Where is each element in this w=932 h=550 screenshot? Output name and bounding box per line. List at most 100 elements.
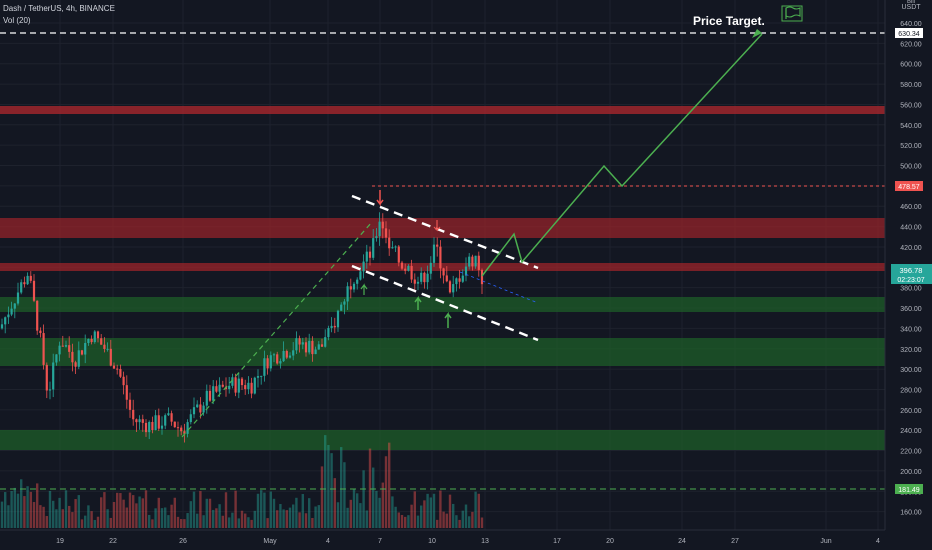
candle-body: [272, 354, 276, 356]
volume-bar: [39, 505, 42, 528]
volume-bar: [439, 490, 442, 528]
candle-body: [352, 283, 356, 290]
y-tick-label: 440.00: [900, 225, 922, 232]
support-price-badge: [895, 484, 923, 494]
candle-body: [0, 324, 4, 329]
resistance-price-badge: [895, 181, 923, 191]
candle-body: [10, 308, 13, 315]
volume-bar: [167, 515, 170, 528]
volume-bar: [170, 504, 173, 528]
volume-bar: [308, 498, 311, 528]
signal-arrows: [360, 190, 452, 328]
y-tick-label: 640.00: [900, 21, 922, 28]
volume-bar: [186, 513, 189, 528]
candle-body: [404, 268, 407, 271]
candle-body: [170, 413, 173, 422]
candle-body: [231, 377, 234, 386]
candle-body: [151, 421, 154, 430]
volume-bar: [90, 511, 93, 528]
candle-body: [356, 279, 359, 284]
volume-bar: [317, 505, 320, 528]
resistance-zone-550: [0, 106, 885, 114]
candle-body: [263, 358, 266, 376]
volume-bar: [445, 513, 448, 528]
candle-body: [234, 377, 237, 393]
y-tick-label: 580.00: [900, 82, 922, 89]
volume-bar: [388, 442, 391, 528]
symbol-title[interactable]: Dash / TetherUS, 4h, BINANCE: [3, 4, 115, 13]
volume-bar: [301, 494, 304, 528]
time-axis[interactable]: 19 22 26 May 4 7 10 13 17 20 24 27 Jun 4: [0, 529, 932, 550]
volume-bar: [330, 453, 333, 528]
volume-bar: [125, 507, 128, 528]
volume-bars: [0, 435, 484, 528]
y-tick-label: 160.00: [900, 510, 922, 517]
candle-body: [148, 421, 151, 433]
volume-bar: [80, 519, 84, 528]
x-tick-label: 26: [179, 538, 187, 545]
candle-body: [144, 422, 148, 433]
candle-body: [157, 415, 160, 429]
candle-body: [455, 278, 458, 285]
candle-body: [253, 377, 256, 394]
candle-body: [109, 348, 112, 366]
svg-text:478.57: 478.57: [898, 184, 920, 191]
candle-body: [16, 292, 20, 304]
candle-body: [237, 378, 240, 393]
y-tick-label: 260.00: [900, 408, 922, 415]
volume-bar: [64, 490, 68, 528]
volume-bar: [160, 508, 164, 528]
volume-bar: [269, 491, 272, 528]
candle-body: [212, 386, 215, 401]
candle-body: [208, 390, 212, 401]
x-tick-label: 10: [428, 538, 436, 545]
volume-bar: [452, 503, 455, 528]
chart-header: Dash / TetherUS, 4h, BINANCE Vol (20): [3, 3, 115, 27]
volume-bar: [404, 516, 407, 528]
svg-text:02:23:07: 02:23:07: [897, 277, 924, 284]
candle-body: [298, 338, 301, 345]
candle-body: [100, 338, 103, 345]
volume-bar: [298, 512, 301, 528]
candle-body: [74, 362, 77, 367]
volume-bar: [266, 518, 269, 528]
candle-body: [192, 407, 196, 415]
candle-body: [439, 246, 442, 269]
volume-bar: [477, 493, 480, 528]
candle-body: [199, 404, 202, 413]
candle-body: [304, 342, 308, 353]
resistance-zone-440: [0, 218, 885, 238]
volume-bar: [381, 482, 384, 528]
volume-bar: [324, 435, 327, 528]
volume-bar: [436, 519, 439, 528]
x-tick-label: 19: [56, 538, 64, 545]
candle-body: [285, 350, 288, 358]
candle-body: [295, 338, 298, 351]
volume-bar: [288, 507, 292, 528]
volume-bar: [256, 493, 260, 528]
volume-bar: [464, 504, 468, 528]
volume-indicator-label[interactable]: Vol (20): [3, 16, 31, 25]
volume-bar: [29, 491, 32, 528]
volume-bar: [205, 498, 208, 528]
volume-bar: [74, 499, 77, 528]
volume-bar: [58, 497, 61, 528]
candle-body: [71, 351, 74, 363]
svg-text:396.78: 396.78: [900, 266, 923, 275]
candle-body: [119, 368, 122, 377]
candle-body: [317, 344, 320, 350]
volume-bar: [423, 500, 426, 528]
volume-bar: [400, 514, 404, 528]
volume-bar: [240, 510, 244, 528]
uptrend-line: [181, 221, 373, 438]
volume-bar: [365, 510, 368, 528]
y-tick-label: 620.00: [900, 41, 922, 48]
projection-path: [481, 33, 763, 277]
volume-bar: [397, 512, 400, 528]
x-tick-label: May: [263, 538, 277, 545]
volume-bar: [116, 492, 119, 528]
candle-body: [429, 262, 432, 274]
candle-body: [314, 349, 317, 355]
candle-body: [432, 244, 436, 263]
